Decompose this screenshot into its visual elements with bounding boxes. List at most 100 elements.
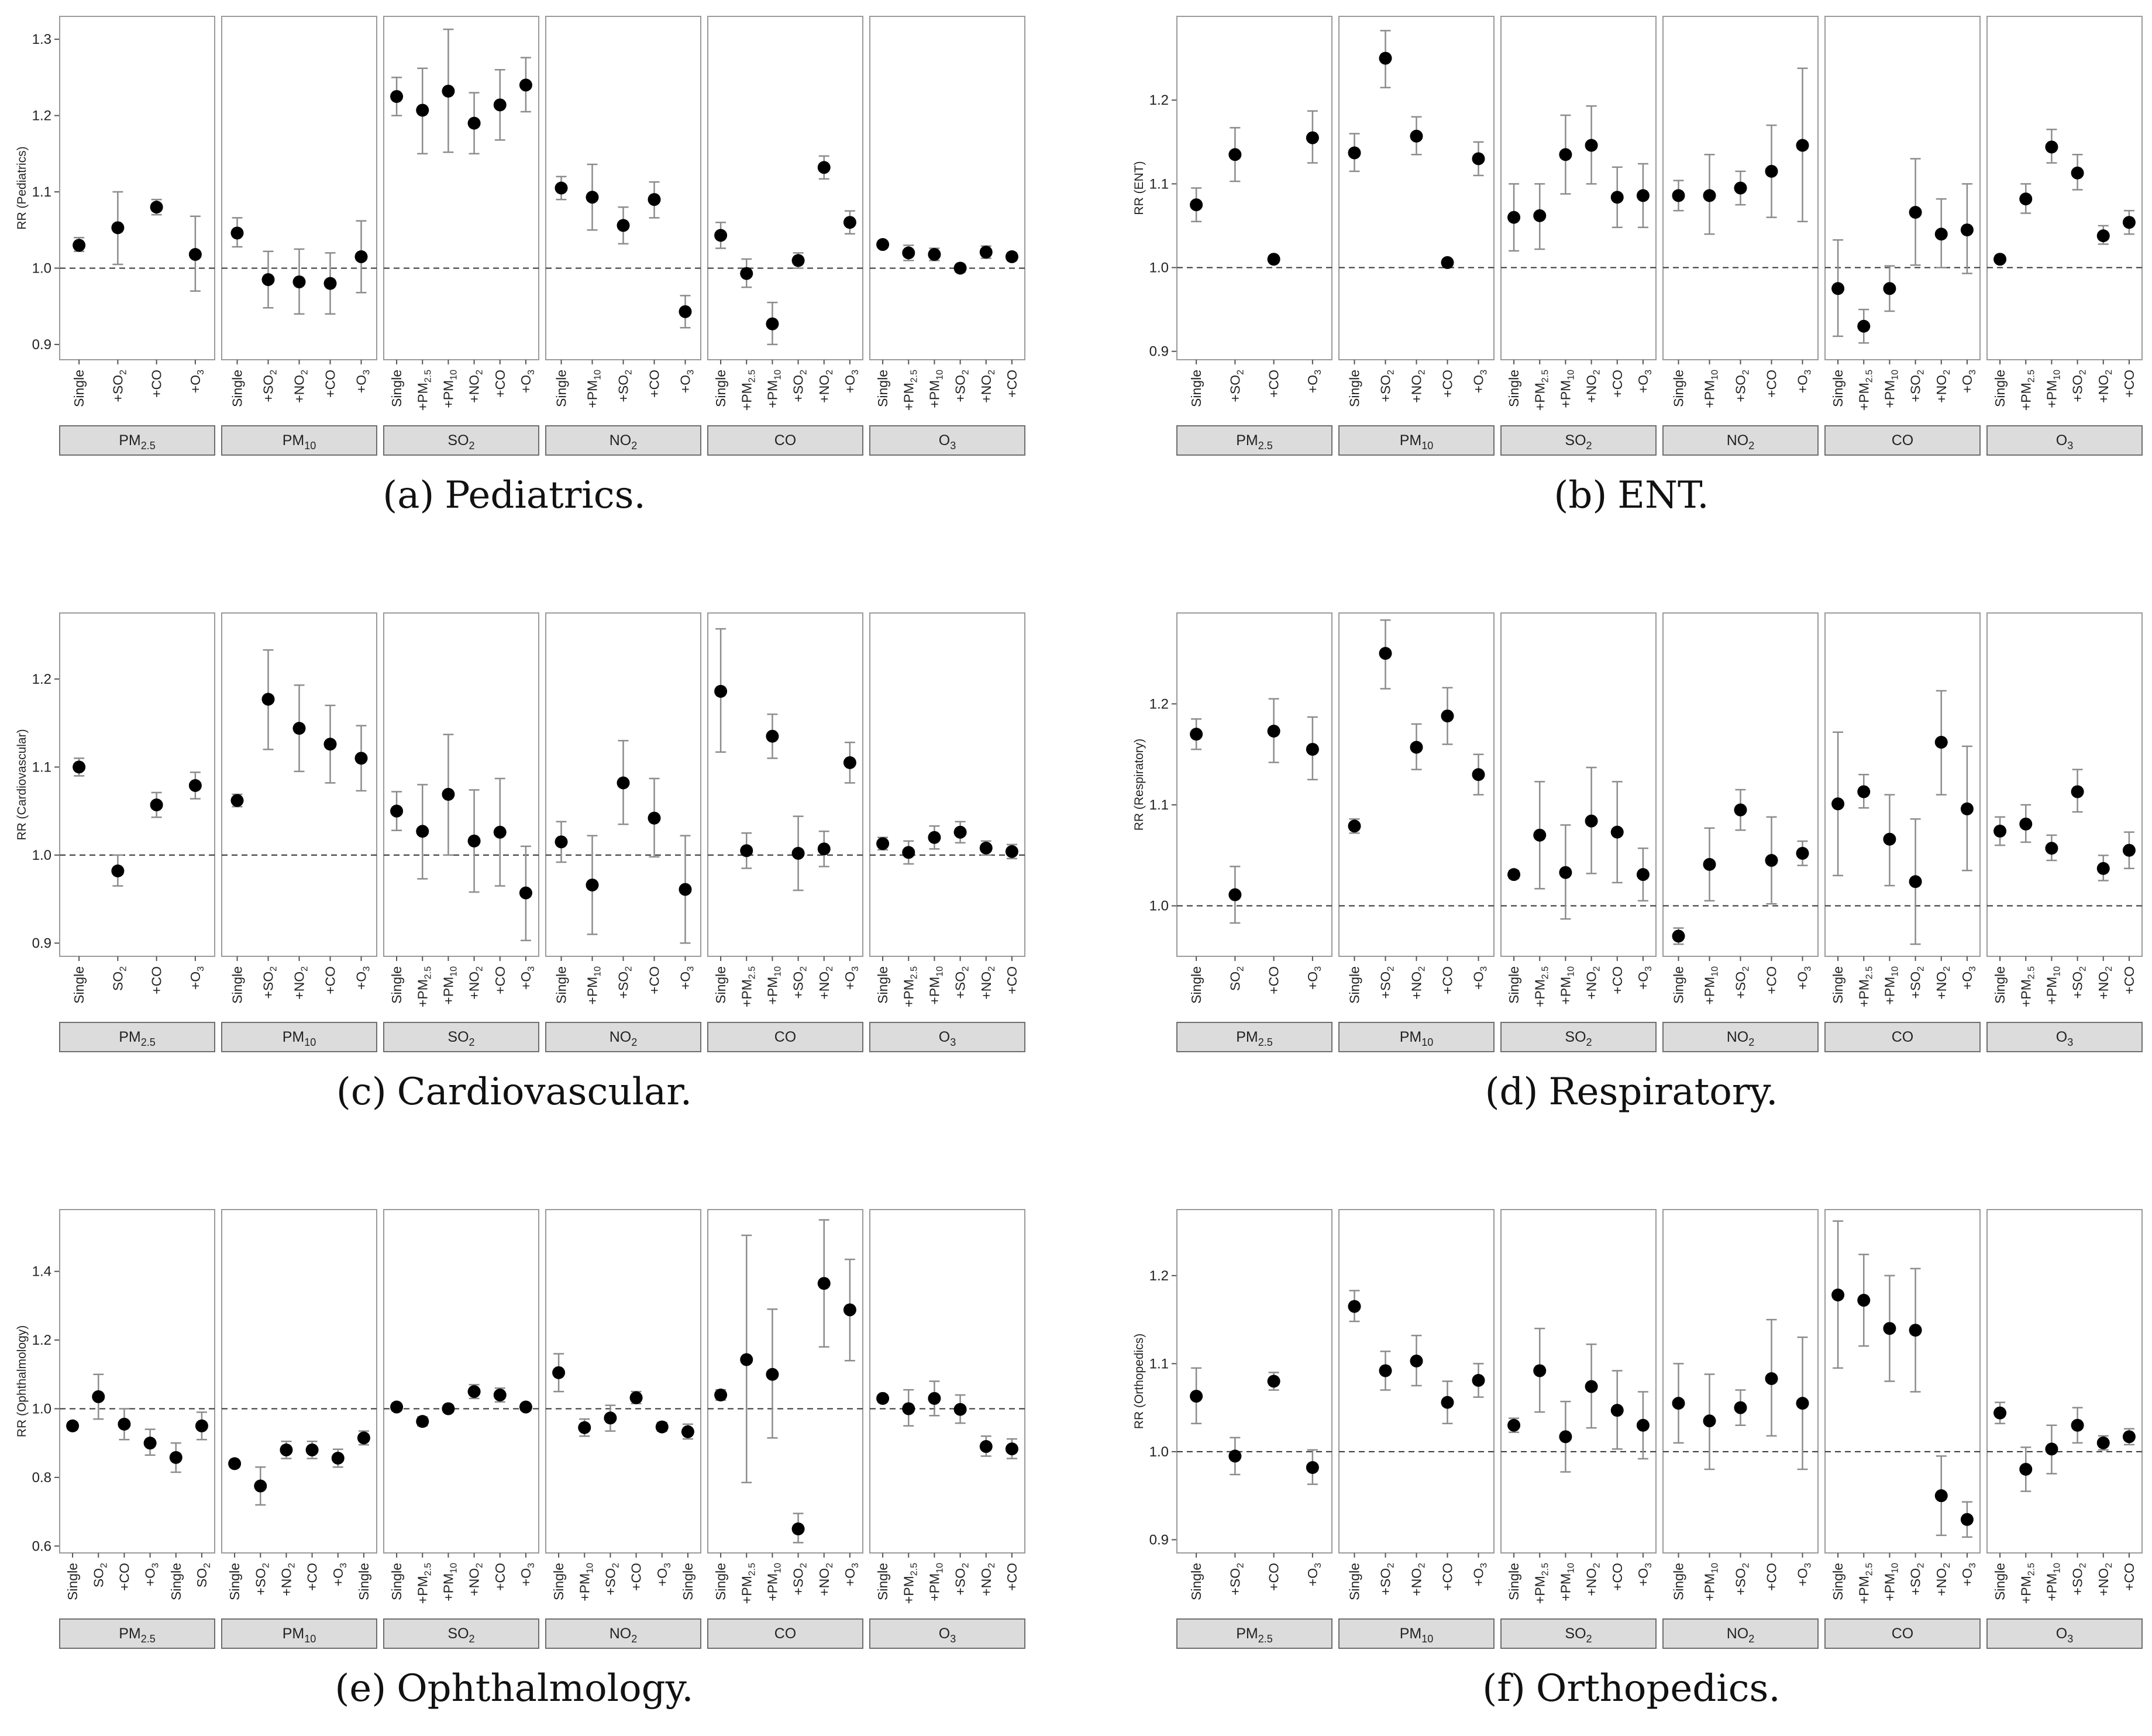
caption-a-text: Pediatrics.	[445, 474, 646, 517]
point-estimate	[902, 246, 915, 260]
facet-c-2: Single +SO2 +NO2 +CO +O3 PM10	[221, 612, 377, 1052]
xtick-label: +CO	[493, 1563, 508, 1591]
xtick-label: +O3	[1305, 966, 1323, 990]
facet-panel	[707, 16, 863, 360]
point-estimate	[73, 239, 86, 252]
chart-e-ylabel: RR (Ophthalmology)	[15, 1325, 29, 1437]
chart-d-svg: RR (Respiratory) 1.0 1.1 1.2 Single SO2 +CO +O3…	[1132, 612, 2143, 1052]
subfigure-c: RR (Cardiovascular) 0.9 1.0 1.1 1.2 Single SO2…	[0, 597, 1028, 1114]
strip-box	[1500, 1618, 1657, 1649]
xtick-label: +O3	[354, 370, 372, 393]
point-estimate	[1441, 709, 1454, 723]
strip-label: O3	[2056, 1625, 2073, 1645]
chart-e-ytick-label: 1.0	[32, 1401, 51, 1417]
chart-d-ytick-label: 1.2	[1149, 696, 1169, 712]
xtick-label: +PM10	[927, 966, 945, 1005]
chart-f-group: RR (Orthopedics) 0.9 1.0 1.1 1.2 Single +SO2 +C…	[1132, 1209, 2143, 1649]
point-estimate	[1533, 828, 1547, 842]
xtick-label: +O3	[1471, 370, 1489, 393]
xtick-label: +PM2.5	[1532, 966, 1550, 1007]
chart-b-ytick-label: 1.0	[1149, 260, 1169, 276]
point-estimate	[791, 254, 805, 267]
point-estimate	[1636, 189, 1650, 202]
point-estimate	[169, 1451, 183, 1464]
xtick-label: +CO	[323, 370, 338, 398]
point-estimate	[1472, 1373, 1485, 1387]
xtick-label: +CO	[149, 370, 164, 398]
point-estimate	[1559, 866, 1572, 879]
caption-e: (e) Ophthalmology.	[0, 1651, 1028, 1727]
xtick-label: Single	[389, 1563, 404, 1600]
strip-label: NO2	[610, 432, 638, 452]
chart-a-ytick-label: 1.2	[32, 108, 51, 124]
xtick-label: +O3	[1305, 1563, 1323, 1586]
strip-label: PM10	[1400, 1625, 1434, 1645]
xtick-label: +PM2.5	[1856, 966, 1874, 1007]
point-estimate	[354, 752, 368, 765]
point-estimate	[111, 864, 125, 878]
point-estimate	[118, 1417, 131, 1431]
xtick-label: +SO2	[1733, 1563, 1751, 1596]
facet-panel	[545, 1209, 701, 1554]
strip-label: PM2.5	[1236, 1029, 1273, 1048]
point-estimate	[1765, 1372, 1778, 1385]
chart-c-ytick-label: 1.1	[32, 759, 51, 775]
xtick-label: Single	[1830, 370, 1845, 407]
strip-box	[1986, 425, 2143, 456]
point-estimate	[467, 1385, 481, 1399]
point-estimate	[519, 78, 532, 92]
chart-c-svg: RR (Cardiovascular) 0.9 1.0 1.1 1.2 Single SO2…	[15, 612, 1025, 1052]
xtick-label: +PM10	[927, 1563, 945, 1601]
caption-c-label: (c)	[336, 1070, 387, 1114]
caption-e-label: (e)	[335, 1667, 387, 1710]
point-estimate	[1734, 1401, 1747, 1414]
facet-panel	[1662, 1209, 1819, 1554]
point-estimate	[629, 1391, 643, 1404]
point-estimate	[953, 1403, 967, 1416]
strip-box	[1986, 1022, 2143, 1052]
facet-f-2: Single +SO2 +NO2 +CO +O3 PM10	[1338, 1209, 1495, 1649]
point-estimate	[1796, 846, 1809, 860]
point-estimate	[1636, 868, 1650, 881]
point-estimate	[1507, 868, 1521, 881]
xtick-label: Single	[875, 370, 890, 407]
xtick-label: +PM10	[585, 966, 603, 1005]
point-estimate	[1734, 803, 1747, 817]
xtick-label: +CO	[1266, 1563, 1282, 1591]
facet-a-1: Single +SO2 +CO +O3 PM2.5	[59, 16, 215, 456]
strip-box	[383, 425, 539, 456]
xtick-label: +SO2	[2070, 1563, 2088, 1596]
xtick-label: Single	[1506, 1563, 1521, 1600]
point-estimate	[111, 221, 125, 235]
subfigure-a: RR (Pediatrics) 0.9 1.0 1.1 1.2 1.3 Single +SO2…	[0, 0, 1028, 517]
xtick-label: +PM10	[1702, 966, 1720, 1005]
point-estimate	[1960, 802, 1974, 815]
xtick-label: +PM10	[1558, 370, 1576, 408]
point-estimate	[1909, 1324, 1922, 1337]
point-estimate	[323, 277, 337, 290]
point-estimate	[876, 1391, 890, 1405]
xtick-label: +PM10	[765, 1563, 783, 1601]
xtick-label: +SO2	[1908, 370, 1926, 402]
strip-label: CO	[1892, 1029, 1914, 1045]
point-estimate	[1610, 191, 1624, 204]
strip-box	[1824, 425, 1981, 456]
xtick-label: SO2	[1227, 966, 1245, 991]
xtick-label: +CO	[1004, 1563, 1020, 1591]
point-estimate	[1379, 647, 1392, 660]
point-estimate	[740, 1353, 753, 1366]
xtick-label: +PM10	[1882, 370, 1900, 408]
xtick-label: Single	[1347, 966, 1362, 1004]
point-estimate	[1993, 1406, 2007, 1420]
facet-c-5: Single +PM2.5 +PM10 +SO2 +NO2 +O3 CO	[707, 612, 863, 1052]
xtick-label: +PM2.5	[1856, 370, 1874, 411]
xtick-label: +CO	[1266, 966, 1282, 994]
facet-panel	[1176, 1209, 1332, 1554]
point-estimate	[1228, 888, 1242, 901]
xtick-label: +O3	[1635, 1563, 1654, 1586]
strip-box	[545, 1022, 701, 1052]
point-estimate	[390, 1400, 404, 1414]
xtick-label: +PM10	[927, 370, 945, 408]
point-estimate	[493, 98, 507, 112]
strip-label: SO2	[447, 1625, 474, 1645]
